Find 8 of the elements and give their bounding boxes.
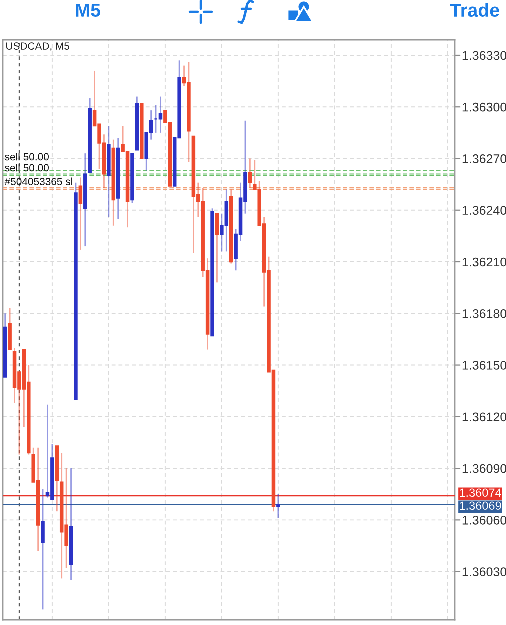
ref-line-label: 1.36074	[460, 488, 502, 498]
ref-line-label: sell 50.00	[5, 164, 49, 172]
text: Trade	[450, 3, 500, 18]
ref-line-label: sell 50.00	[5, 153, 49, 161]
ref-line-label: 1.36069	[460, 502, 502, 510]
chart-title: USDCAD, M5	[6, 42, 70, 52]
ref-line-label: #504053365 sl	[4, 178, 72, 186]
text: M5	[76, 4, 101, 18]
